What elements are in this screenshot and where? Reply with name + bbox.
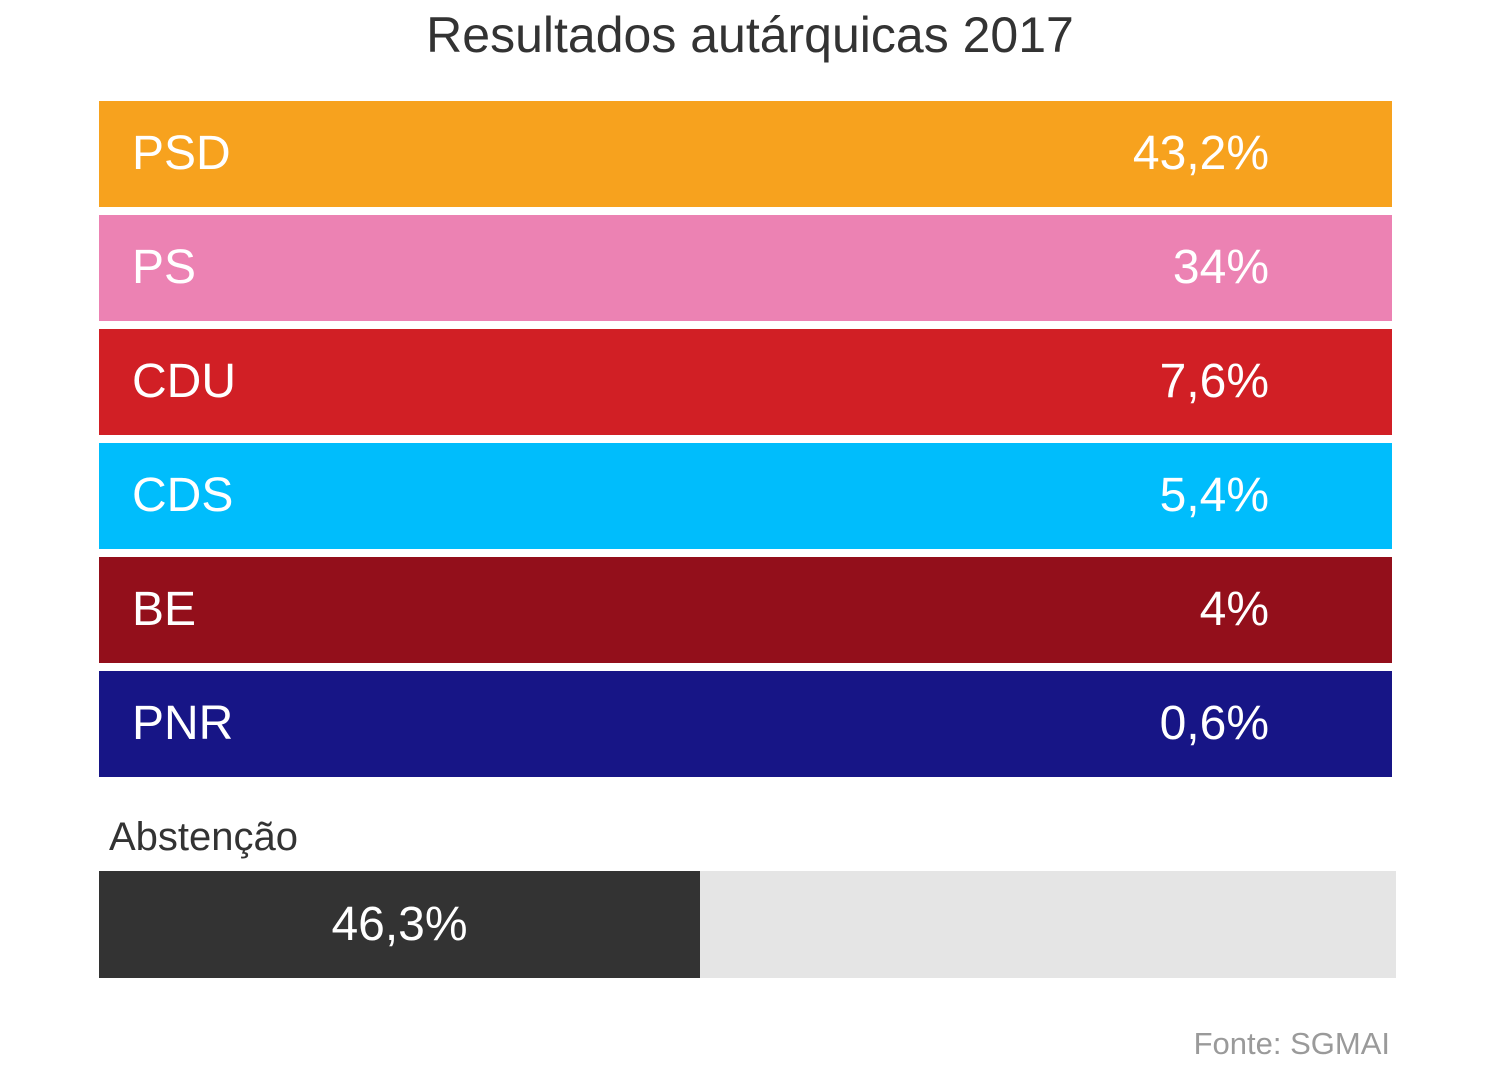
party-name: CDU [132, 355, 236, 408]
party-row-ps: PS 34% [99, 215, 1392, 321]
party-value: 43,2% [1132, 127, 1269, 180]
abstention-value: 46,3% [331, 898, 468, 951]
party-name: PNR [132, 697, 234, 750]
party-name: CDS [132, 469, 234, 522]
abstention-label: Abstenção [109, 815, 299, 859]
party-name: PS [132, 241, 197, 294]
party-row-psd: PSD 43,2% [99, 101, 1392, 207]
party-value: 34% [1172, 241, 1269, 294]
party-value: 4% [1199, 583, 1269, 636]
party-name: PSD [132, 127, 231, 180]
party-row-be: BE 4% [99, 557, 1392, 663]
abstention-bar-track: 46,3% [99, 871, 1396, 978]
party-row-pnr: PNR 0,6% [99, 671, 1392, 777]
party-row-cds: CDS 5,4% [99, 443, 1392, 549]
party-value: 5,4% [1159, 469, 1269, 522]
source-note: Fonte: SGMAI [1193, 1026, 1390, 1061]
party-value: 7,6% [1159, 355, 1269, 408]
party-row-cdu: CDU 7,6% [99, 329, 1392, 435]
chart-title: Resultados autárquicas 2017 [426, 7, 1074, 63]
abstention-bar-fill [99, 871, 700, 978]
party-value: 0,6% [1159, 697, 1269, 750]
party-name: BE [132, 583, 197, 636]
